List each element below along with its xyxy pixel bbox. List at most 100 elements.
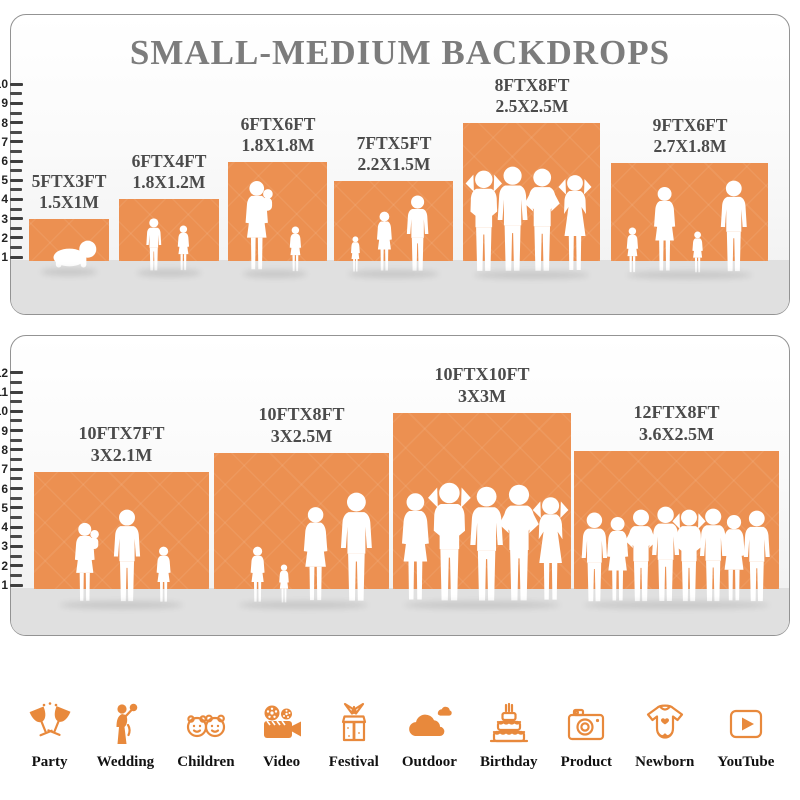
category-outdoor: Outdoor: [402, 700, 457, 770]
page-title: SMALL-MEDIUM BACKDROPS: [129, 33, 671, 72]
category-row: Party Wedding Children: [0, 660, 800, 770]
festival-icon: [341, 702, 366, 742]
y-tick-mark: [10, 429, 23, 433]
y-tick-label: 8: [1, 442, 8, 457]
y-tick-label: 2: [1, 230, 8, 245]
y-tick-label: 7: [1, 134, 8, 149]
y-tick-mark-minor: [10, 554, 22, 558]
category-video: Video: [258, 700, 306, 770]
y-tick-mark-minor: [10, 130, 22, 134]
y-tick-mark-minor: [10, 169, 22, 173]
y-tick-mark-minor: [10, 458, 22, 462]
y-tick-label: 4: [1, 192, 8, 207]
y-tick-mark: [10, 217, 23, 221]
backdrop-bar-10ftx7ft: [34, 472, 209, 609]
y-tick-label: 3: [1, 539, 8, 554]
party-icon: [29, 702, 71, 737]
y-tick-label: 1: [1, 578, 8, 592]
y-tick-label: 10: [0, 404, 8, 419]
floor-strip: [11, 260, 789, 314]
backdrop-bar-10ftx8ft: [214, 453, 389, 609]
y-tick-mark: [10, 487, 23, 490]
y-tick-mark: [10, 236, 23, 240]
bar-label: 9FTX6FT 2.7X1.8M: [652, 115, 728, 156]
bar-label: 5FTX3FT 1.5X1M: [31, 171, 107, 212]
bar-label: 6FTX4FT 1.8X1.2M: [131, 151, 207, 192]
backdrop-bar-6ftx4ft: [119, 199, 219, 277]
y-tick-mark-minor: [10, 515, 22, 519]
y-tick-mark: [10, 255, 23, 259]
category-birthday: Birthday: [480, 700, 538, 770]
y-tick-mark-minor: [10, 477, 22, 481]
backdrop-bar-10ftx10ft: [393, 413, 571, 609]
y-tick-mark: [10, 506, 23, 510]
youtube-icon: [729, 709, 762, 739]
bar-label: 10FTX7FT 3X2.1M: [78, 423, 165, 465]
y-tick-mark: [10, 448, 23, 452]
y-tick-mark: [10, 544, 23, 548]
backdrop-bar-5ftx3ft: [29, 219, 109, 276]
y-tick-mark-minor: [10, 380, 22, 384]
y-tick-mark: [10, 121, 23, 125]
y-tick-mark: [10, 583, 23, 587]
category-newborn: Newborn: [635, 700, 694, 770]
y-tick-mark-minor: [10, 419, 22, 423]
y-axis-top: 1 2 3 4 5 6 7 8 9 10: [0, 15, 40, 314]
y-tick-mark: [10, 140, 23, 144]
wedding-icon: [116, 703, 138, 744]
backdrop-bar-7ftx5ft: [334, 181, 453, 278]
y-tick-mark: [10, 409, 23, 413]
category-product: Product: [561, 700, 612, 770]
y-tick-label: 10: [0, 77, 8, 92]
y-tick-mark: [10, 82, 23, 86]
y-tick-mark: [10, 101, 23, 105]
y-tick-mark-minor: [10, 535, 22, 539]
y-tick-mark: [10, 564, 23, 568]
bar-label: 6FTX6FT 1.8X1.8M: [240, 114, 316, 155]
y-tick-mark: [10, 159, 23, 163]
y-tick-label: 3: [1, 211, 8, 226]
y-tick-mark-minor: [10, 149, 22, 153]
y-tick-label: 8: [1, 115, 8, 130]
y-tick-mark-minor: [10, 207, 22, 211]
y-tick-label: 11: [0, 385, 8, 399]
y-tick-label: 6: [1, 481, 8, 496]
bar-label: 7FTX5FT 2.2X1.5M: [356, 133, 432, 174]
y-axis-bottom: 123456789101112: [0, 336, 40, 635]
y-tick-label: 4: [1, 520, 8, 535]
backdrop-bar-8ftx8ft: [463, 123, 600, 279]
product-icon: [568, 708, 605, 741]
y-tick-mark-minor: [10, 111, 22, 115]
category-children: Children: [177, 700, 235, 770]
category-wedding: Wedding: [97, 700, 154, 770]
y-tick-label: 2: [1, 558, 8, 573]
backdrop-bar-9ftx6ft: [611, 163, 768, 279]
video-icon: [263, 705, 301, 738]
panel-small-medium: SMALL-MEDIUM BACKDROPS 1 2 3 4 5 6 7 8 9 10 5FTX3…: [0, 14, 790, 315]
y-tick-label: 12: [0, 365, 8, 380]
outdoor-icon: [409, 706, 453, 737]
y-tick-mark-minor: [10, 400, 22, 404]
y-tick-label: 5: [1, 500, 8, 515]
y-tick-mark: [10, 371, 23, 375]
y-tick-mark-minor: [10, 438, 22, 442]
category-party: Party: [26, 700, 74, 770]
children-icon: [186, 714, 226, 738]
bar-label: 10FTX8FT 3X2.5M: [258, 404, 345, 446]
y-tick-label: 9: [1, 96, 8, 111]
y-tick-label: 7: [1, 462, 8, 477]
y-tick-mark-minor: [10, 226, 22, 230]
category-festival: Festival: [329, 700, 379, 770]
backdrop-bar-6ftx6ft: [228, 162, 327, 278]
y-tick-mark-minor: [10, 573, 22, 577]
y-tick-mark-minor: [10, 245, 22, 249]
y-tick-mark: [10, 178, 23, 182]
category-youtube: YouTube: [717, 700, 774, 770]
bar-label: 8FTX8FT 2.5X2.5M: [494, 75, 570, 116]
y-tick-mark-minor: [10, 496, 22, 500]
y-tick-mark: [10, 525, 23, 529]
y-tick-mark: [10, 197, 23, 201]
y-tick-mark: [10, 390, 23, 394]
